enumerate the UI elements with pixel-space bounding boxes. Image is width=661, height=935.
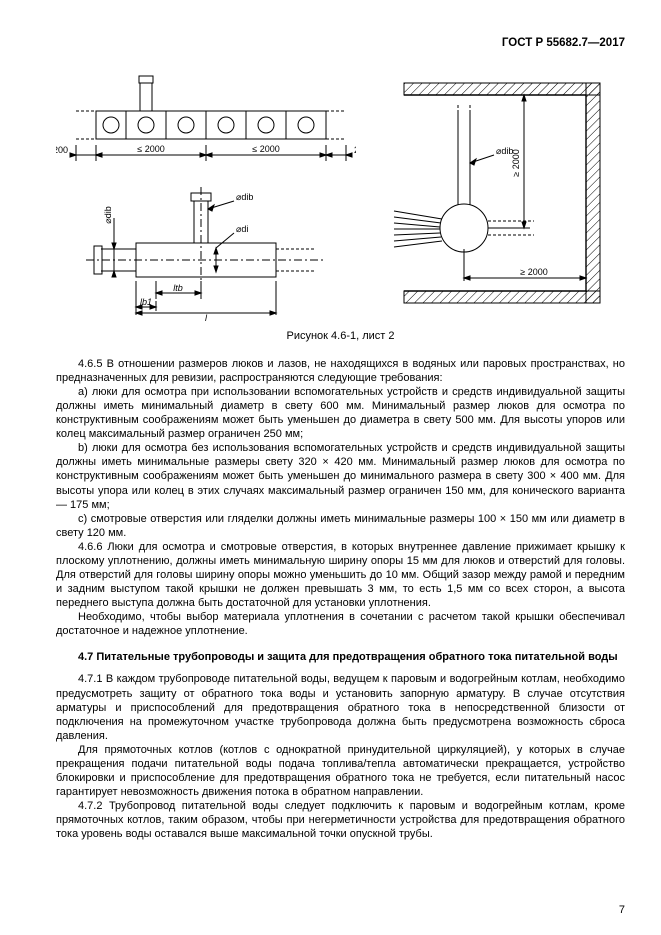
dim-ge2000-h: ≥ 2000 bbox=[520, 267, 547, 277]
page-number: 7 bbox=[619, 903, 625, 917]
dim-le2000-b: ≤ 2000 bbox=[252, 144, 279, 154]
figure-2: ≥ 2000 ≥ 2000 ⌀dib bbox=[374, 63, 624, 323]
para-466b: Необходимо, чтобы выбор материала уплотн… bbox=[56, 610, 625, 638]
para-471: 4.7.1 В каждом трубопроводе питательной … bbox=[56, 672, 625, 742]
dim-200-right: 200 bbox=[354, 145, 356, 155]
dim-200-left: 200 bbox=[56, 145, 68, 155]
lbl-di: ⌀di bbox=[236, 224, 248, 234]
lbl-dib-v: ⌀dib bbox=[103, 206, 113, 223]
para-b: b) люки для осмотра без использования вс… bbox=[56, 441, 625, 511]
dim-le2000-a: ≤ 2000 bbox=[137, 144, 164, 154]
lbl-l: l bbox=[205, 313, 208, 323]
figure-caption: Рисунок 4.6-1, лист 2 bbox=[56, 329, 625, 343]
lbl-dib-h: ⌀dib bbox=[236, 192, 253, 202]
page: ГОСТ Р 55682.7—2017 bbox=[0, 0, 661, 935]
para-466: 4.6.6 Люки для осмотра и смотровые отвер… bbox=[56, 540, 625, 610]
para-c: c) смотровые отверстия или гляделки долж… bbox=[56, 512, 625, 540]
para-a: a) люки для осмотра при использовании вс… bbox=[56, 385, 625, 441]
figure-1: 200 ≤ 2000 ≤ 2000 200 bbox=[56, 63, 356, 323]
lbl-dib-fig2: ⌀dib bbox=[496, 146, 513, 156]
para-472: 4.7.2 Трубопровод питательной воды следу… bbox=[56, 799, 625, 841]
figure-row: 200 ≤ 2000 ≤ 2000 200 bbox=[56, 63, 625, 323]
para-471b: Для прямоточных котлов (котлов с однокра… bbox=[56, 743, 625, 799]
doc-header: ГОСТ Р 55682.7—2017 bbox=[56, 36, 625, 51]
section-47-title: 4.7 Питательные трубопроводы и защита дл… bbox=[56, 650, 625, 664]
lbl-lb1: lb1 bbox=[140, 297, 152, 307]
para-465: 4.6.5 В отношении размеров люков и лазов… bbox=[56, 357, 625, 385]
lbl-ltb: ltb bbox=[173, 283, 183, 293]
